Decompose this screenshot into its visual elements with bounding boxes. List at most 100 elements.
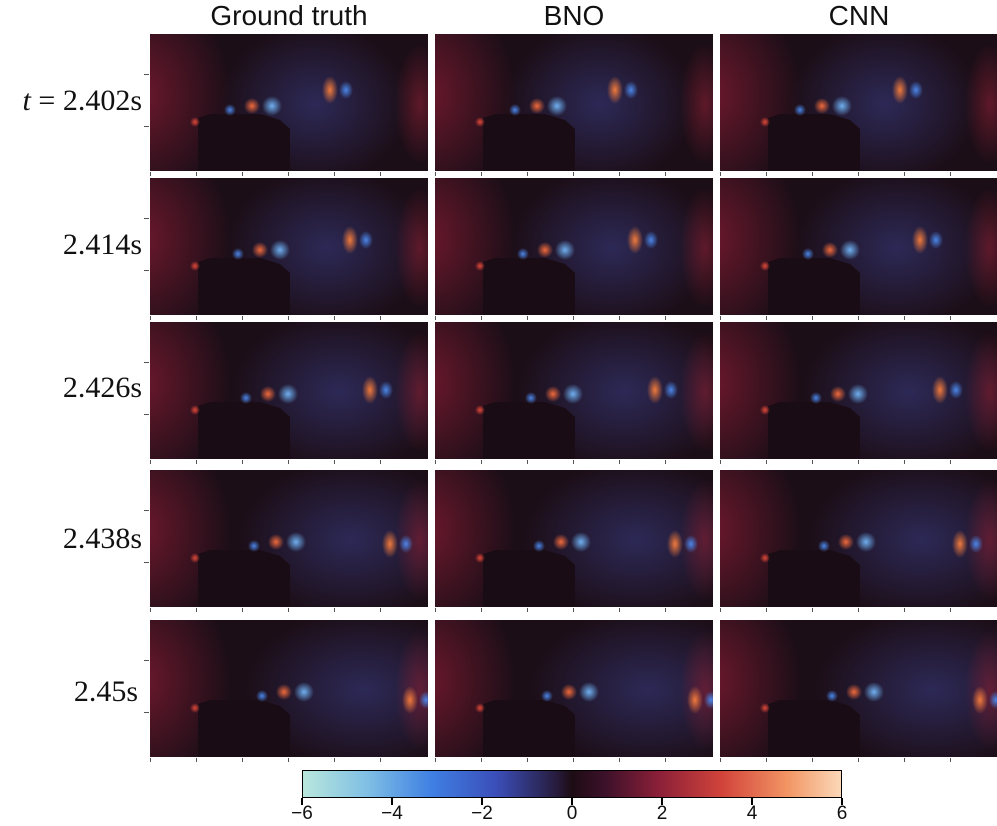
vortex-blob [359,231,373,249]
vortex-blob [252,242,268,258]
axis-tick [242,172,243,176]
axis-tick [288,172,289,176]
axis-tick [334,460,335,464]
axis-tick [334,758,335,762]
axis-tick [380,758,381,762]
axis-tick [665,172,666,176]
vortex-blob [952,530,968,558]
axis-tick [904,172,905,176]
vortex-blob [810,392,822,404]
axis-tick [858,608,859,612]
vortex-blob [704,691,713,709]
vortex-blob [687,686,703,714]
axis-tick [665,608,666,612]
vortex-blob [475,553,485,563]
axis-tick [720,758,721,762]
field-panel [720,620,997,757]
vortex-blob [533,540,545,552]
axis-tick [196,608,197,612]
obstacle-shape [198,700,290,757]
colorbar-tick [391,798,393,805]
colorbar-tick-label: 2 [656,803,668,824]
vortex-blob [909,81,923,99]
colorbar-tick [841,798,843,805]
axis-tick [144,712,149,713]
vortex-blob [969,535,983,553]
vortex-blob [339,81,353,99]
axis-tick [435,172,436,176]
vortex-blob [190,117,200,127]
axis-tick [150,758,151,762]
axis-tick [144,218,149,219]
colorbar [302,770,842,798]
axis-tick [481,608,482,612]
field-panel [435,322,713,459]
vortex-blob [362,376,378,404]
vortex-blob [607,76,623,104]
row-label-3: 2.426s [62,371,142,404]
vortex-blob [760,703,770,713]
vortex-blob [395,332,428,452]
colorbar-tick-label: −6 [291,803,313,824]
vortex-blob [684,535,698,553]
axis-tick [481,316,482,320]
axis-tick [766,758,767,762]
vortex-blob [814,98,830,114]
vortex-blob [838,534,854,550]
vortex-blob [802,248,814,260]
vortex-blob [794,104,806,116]
axis-tick [242,316,243,320]
axis-tick [144,414,149,415]
vortex-blob [294,682,314,702]
axis-tick [144,126,149,127]
axis-tick [144,660,149,661]
axis-tick [812,460,813,464]
row-label-5: 2.45s [73,675,138,708]
axis-tick [150,172,151,176]
axis-tick [334,172,335,176]
vortex-blob [379,381,393,399]
column-title-cnn: CNN [828,0,890,31]
obstacle-shape [198,550,290,607]
colorbar-tick-label: 6 [836,803,848,824]
vortex-blob [864,682,884,702]
vortex-blob [419,691,428,709]
axis-tick [766,172,767,176]
field-panel [720,34,997,171]
axis-tick [435,608,436,612]
axis-tick [288,758,289,762]
vortex-blob [949,381,963,399]
axis-tick [380,316,381,320]
axis-tick [144,74,149,75]
vortex-blob [475,703,485,713]
vortex-blob [240,392,252,404]
axis-tick [144,270,149,271]
colorbar-tick [481,798,483,805]
vortex-blob [664,381,678,399]
vortex-blob [972,686,988,714]
vortex-blob [286,532,306,552]
axis-tick [144,362,149,363]
axis-tick [720,172,721,176]
vortex-blob [848,384,868,404]
field-panel [150,620,428,757]
axis-tick [527,172,528,176]
vortex-blob [224,104,236,116]
vortex-blob [402,686,418,714]
vortex-blob [912,226,928,254]
axis-tick [619,608,620,612]
axis-tick [380,172,381,176]
obstacle-shape [768,258,860,315]
vortex-blob [760,117,770,127]
vortex-blob [760,261,770,271]
axis-tick [573,608,574,612]
axis-tick [435,460,436,464]
vortex-blob [547,96,567,116]
field-panel [150,34,428,171]
column-title-bno: BNO [543,0,605,31]
vortex-blob [541,690,553,702]
axis-tick [196,758,197,762]
axis-tick [665,758,666,762]
axis-tick [950,460,951,464]
field-panel [150,322,428,459]
